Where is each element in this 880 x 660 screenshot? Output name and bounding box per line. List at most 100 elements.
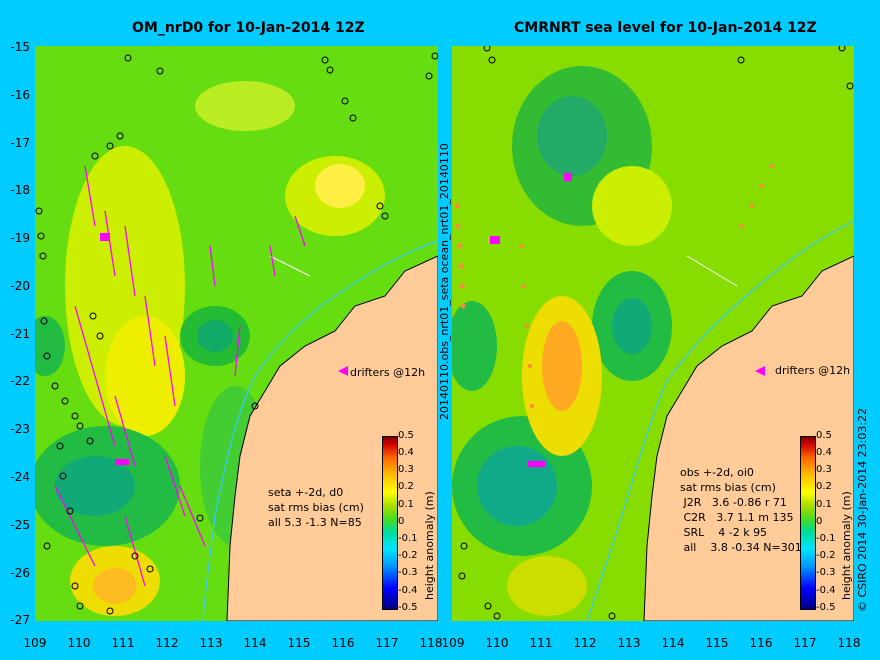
drifter-cluster [527,461,545,467]
mid-vertical-label: 20140110.obs_nrt01_seta ocean_nrt01_2014… [438,143,451,420]
anomaly-peak [315,164,365,208]
reference-line [269,255,311,277]
anomaly-low-core [612,298,652,354]
x-tick: 118 [837,636,861,650]
anomaly-high [592,166,672,246]
right-colorbar [800,436,816,610]
y-tick: -16 [10,88,30,102]
y-tick: -15 [10,40,30,54]
left-map-svg [35,46,438,621]
y-tick: -17 [10,136,30,150]
colorbar-tick: 0.2 [816,481,832,492]
obs-points [458,46,854,620]
anomaly-low-core [537,96,607,176]
x-tick: 112 [155,636,179,650]
x-tick: 117 [793,636,817,650]
x-tick: 113 [199,636,223,650]
coast-contour [202,240,438,621]
x-tick: 110 [67,636,91,650]
anomaly-high [507,556,587,616]
anomaly-low-core [55,456,135,516]
x-tick: 114 [661,636,685,650]
y-tick: -25 [10,518,30,532]
y-tick: -18 [10,183,30,197]
y-tick: -23 [10,422,30,436]
track-points [454,164,774,408]
left-drifters-label: drifters @12h [350,366,426,379]
drifter-cluster [490,236,500,244]
y-tick: -24 [10,470,30,484]
colorbar-tick: -0.2 [398,550,418,561]
anomaly-peak [93,568,137,604]
colorbar-tick: 0.4 [816,447,832,458]
colorbar-tick: 0.4 [398,447,414,458]
x-tick: 117 [375,636,399,650]
colorbar-tick: 0.2 [398,481,414,492]
colorbar-tick: -0.1 [398,533,418,544]
x-tick: 114 [243,636,267,650]
reference-line [686,255,738,287]
left-stats-box: seta +-2d, d0 sat rms bias (cm) all 5.3 … [268,486,364,529]
drifter-cluster [115,459,129,465]
colorbar-tick: -0.5 [398,602,418,613]
colorbar-tick: 0.5 [816,430,832,441]
anomaly-low [35,316,65,376]
x-tick: 112 [573,636,597,650]
colorbar-tick: -0.4 [398,585,418,596]
right-colorbar-label: height anomaly (m) [840,491,853,600]
colorbar-tick: -0.4 [816,585,836,596]
y-tick: -19 [10,231,30,245]
colorbar-tick: 0.1 [398,499,414,510]
x-tick: 116 [331,636,355,650]
x-tick: 109 [441,636,465,650]
x-tick: 110 [485,636,509,650]
left-colorbar [382,436,398,610]
colorbar-tick: -0.3 [816,567,836,578]
right-map-svg [452,46,854,621]
y-tick: -21 [10,327,30,341]
y-tick: -20 [10,279,30,293]
anomaly-peak [542,321,582,411]
x-tick: 115 [705,636,729,650]
colorbar-tick: -0.5 [816,602,836,613]
drifter-cluster [100,233,110,241]
right-map-panel [452,46,854,621]
colorbar-tick: 0.5 [398,430,414,441]
y-tick: -26 [10,566,30,580]
colorbar-tick: -0.1 [816,533,836,544]
drifter-arrows [54,165,306,587]
y-tick: -27 [10,613,30,627]
x-tick: 109 [23,636,47,650]
colorbar-tick: 0.1 [816,499,832,510]
right-drifters-label: drifters @12h [775,364,851,377]
x-tick: 118 [419,636,443,650]
drifter-cluster [564,173,572,181]
left-panel-title: OM_nrD0 for 10-Jan-2014 12Z [132,20,365,36]
x-tick: 113 [617,636,641,650]
anomaly-low-core [477,446,557,526]
left-colorbar-label: height anomaly (m) [423,491,436,600]
colorbar-tick: 0 [816,516,823,527]
colorbar-tick: -0.2 [816,550,836,561]
colorbar-tick: 0.3 [816,464,832,475]
x-tick: 111 [111,636,135,650]
obs-points [35,52,438,615]
drifter-legend-marker [755,366,765,376]
right-panel-title: CMRNRT sea level for 10-Jan-2014 12Z [514,20,817,36]
x-tick: 111 [529,636,553,650]
left-map-panel [35,46,438,621]
anomaly-high [195,81,295,131]
right-stats-box: obs +-2d, oi0 sat rms bias (cm) J2R 3.6 … [680,466,802,554]
x-tick: 115 [287,636,311,650]
colorbar-tick: -0.3 [398,567,418,578]
anomaly-high [105,316,185,436]
anomaly-low-core [197,320,233,352]
anomaly-low [452,301,497,391]
x-tick: 116 [749,636,773,650]
colorbar-tick: 0 [398,516,405,527]
credit-label: © CSIRO 2014 30-Jan-2014 23:03:22 [856,407,869,612]
colorbar-tick: 0.3 [398,464,414,475]
coast-contour [586,220,854,621]
y-tick: -22 [10,374,30,388]
drifter-legend-marker [338,366,348,376]
